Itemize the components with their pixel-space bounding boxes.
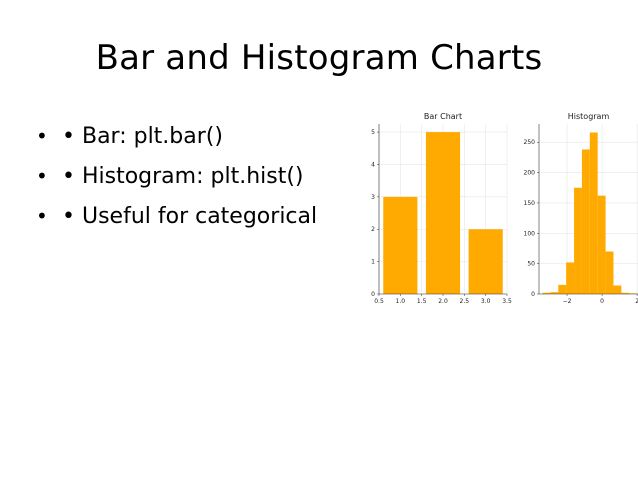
x-tick-label: 3.0 (481, 298, 491, 305)
y-tick-label: 200 (524, 170, 536, 177)
y-tick-label: 5 (371, 129, 375, 136)
x-tick-label: 1.0 (396, 298, 406, 305)
y-tick-label: 0 (371, 291, 375, 298)
chart-title: Histogram (568, 112, 610, 121)
bullet-item: • • Useful for categorical (36, 196, 317, 236)
bullet-marker: • (36, 164, 48, 188)
histogram-bin (566, 262, 575, 294)
y-tick-label: 0 (531, 291, 535, 298)
x-tick-label: 2.5 (460, 298, 470, 305)
bullet-item: • • Histogram: plt.hist() (36, 156, 317, 196)
x-tick-label: −2 (563, 298, 572, 305)
slide-title: Bar and Histogram Charts (95, 38, 543, 78)
histogram-bin (558, 284, 567, 294)
histogram-bin (542, 292, 551, 294)
y-tick-label: 150 (524, 200, 536, 207)
x-tick-label: 1.5 (417, 298, 427, 305)
y-tick-label: 4 (371, 161, 375, 168)
histogram-bin (629, 293, 638, 294)
bullet-text: • Bar: plt.bar() (62, 123, 223, 149)
histogram-bin (597, 195, 606, 294)
histogram-panel: Histogram 0 50 100 150 200 250 −2 0 2 (513, 106, 638, 306)
x-tick-label: 2 (635, 298, 638, 305)
histogram-bin (589, 132, 598, 294)
y-tick-label: 100 (524, 230, 536, 237)
bar-chart-panel: Bar Chart 0 1 2 3 4 5 0.5 1.0 1.5 2.0 2.5 3.0 3.5 (360, 106, 515, 306)
bar (468, 229, 503, 294)
histogram-bin (550, 292, 559, 294)
histogram-bin (581, 149, 590, 294)
y-tick-label: 50 (527, 261, 535, 268)
bullet-marker: • (36, 124, 48, 148)
y-tick-label: 250 (524, 139, 536, 146)
bullet-item: • • Bar: plt.bar() (36, 116, 317, 156)
histogram-bin (605, 251, 614, 294)
bar (425, 132, 461, 294)
bullet-text: • Useful for categorical (62, 203, 318, 229)
chart-title: Bar Chart (424, 112, 462, 121)
histogram-bin (613, 285, 622, 294)
histogram-bin (621, 292, 630, 294)
bar-chart: Bar Chart 0 1 2 3 4 5 0.5 1.0 1.5 2.0 2.5 3.0 3.5 (371, 112, 512, 305)
bullet-marker: • (36, 204, 48, 228)
y-tick-label: 3 (371, 194, 375, 201)
bar (383, 196, 418, 294)
histogram-chart: Histogram 0 50 100 150 200 250 −2 0 2 (524, 112, 638, 305)
bullet-text: • Histogram: plt.hist() (62, 163, 304, 189)
y-tick-label: 2 (371, 226, 375, 233)
histogram-bin (574, 187, 582, 294)
x-tick-label: 0.5 (374, 298, 384, 305)
x-tick-label: 2.0 (438, 298, 448, 305)
bullet-list: • • Bar: plt.bar() • • Histogram: plt.hi… (36, 116, 317, 236)
x-tick-label: 0 (600, 298, 604, 305)
y-tick-label: 1 (371, 259, 375, 266)
x-tick-label: 3.5 (502, 298, 512, 305)
